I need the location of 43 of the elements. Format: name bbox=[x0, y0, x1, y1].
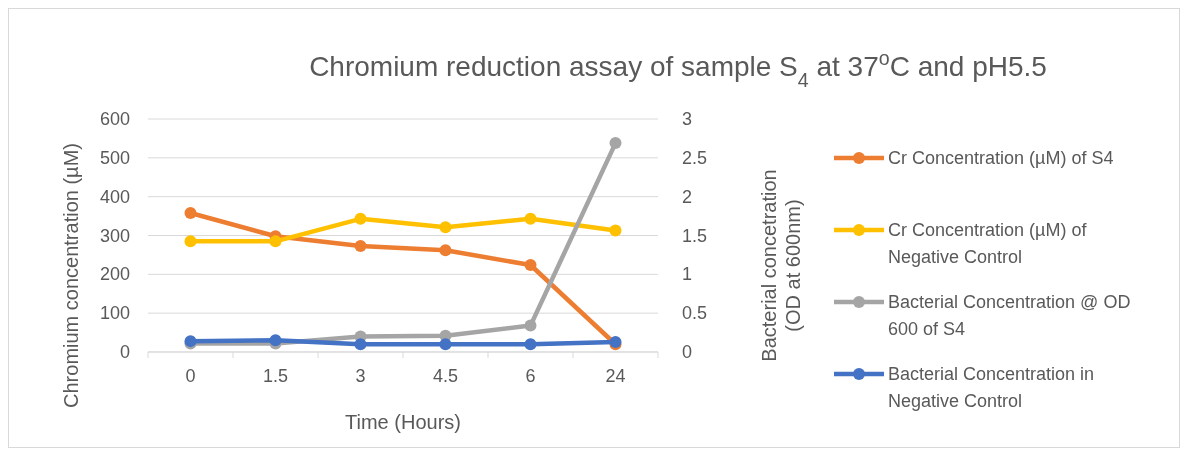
y2-tick-label: 1 bbox=[682, 264, 693, 285]
x-tick-label: 1.5 bbox=[262, 366, 289, 386]
point bbox=[524, 259, 537, 272]
y-tick-label: 300 bbox=[99, 225, 130, 246]
y-axis-title: Chromium concentration (µM) bbox=[60, 143, 82, 408]
point bbox=[184, 206, 197, 219]
x-tick-label: 6 bbox=[525, 366, 536, 386]
point bbox=[184, 235, 197, 248]
y-tick-label: 100 bbox=[99, 303, 130, 324]
y2-tick-label: 1.5 bbox=[682, 225, 708, 246]
legend-label: Bacterial Concentration in Negative Control bbox=[888, 364, 1095, 411]
x-tick-label: 0 bbox=[185, 366, 196, 386]
y2-tick-label: 2 bbox=[682, 186, 693, 207]
y2-tick-label: 2.5 bbox=[682, 147, 708, 168]
x-tick-label: 24 bbox=[605, 366, 626, 386]
y-tick-label: 600 bbox=[99, 109, 130, 129]
point bbox=[524, 212, 537, 225]
legend-label: Cr Concentration (µM) of Negative Control bbox=[888, 220, 1088, 267]
y2-tick-label: 3 bbox=[682, 109, 693, 129]
y-tick-label: 500 bbox=[99, 147, 130, 168]
legend-label: Bacterial Concentration @ OD 600 of S4 bbox=[888, 292, 1131, 339]
y2-axis-title: Bacterial concetration (OD at 600nm) bbox=[758, 169, 804, 362]
x-tick-label: 4.5 bbox=[432, 366, 459, 386]
point bbox=[524, 319, 537, 332]
point bbox=[609, 137, 622, 150]
y-tick-label: 200 bbox=[99, 264, 130, 285]
y2-tick-label: 0.5 bbox=[682, 303, 708, 324]
x-tick-label: 3 bbox=[355, 366, 366, 386]
point bbox=[354, 212, 367, 225]
point bbox=[439, 338, 452, 351]
point bbox=[439, 221, 452, 234]
point bbox=[439, 244, 452, 257]
point bbox=[354, 239, 367, 252]
legend-label: Cr Concentration (µM) of S4 bbox=[888, 148, 1114, 168]
point bbox=[609, 224, 622, 237]
point bbox=[524, 338, 537, 351]
x-axis-title: Time (Hours) bbox=[345, 411, 461, 433]
y-tick-label: 400 bbox=[99, 186, 130, 207]
point bbox=[269, 235, 282, 248]
point bbox=[354, 338, 367, 351]
y-tick-label: 0 bbox=[119, 342, 130, 362]
y2-tick-label: 0 bbox=[682, 342, 693, 362]
chart-title: Chromium reduction assay of sample S$_{4}$ at 37$^{o}$C and pH5.5 bbox=[309, 47, 1047, 91]
